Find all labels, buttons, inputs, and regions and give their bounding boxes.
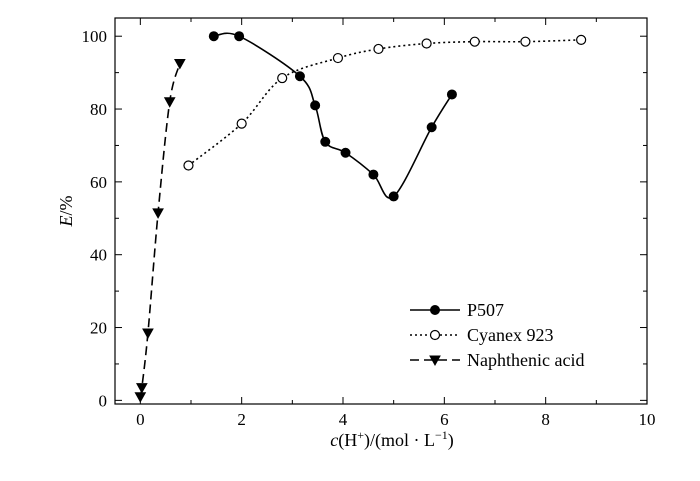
series-layer — [134, 31, 587, 403]
data-point — [234, 31, 245, 42]
legend-label: P507 — [467, 300, 504, 320]
data-point — [426, 122, 437, 133]
data-point — [421, 38, 432, 49]
data-point — [446, 89, 457, 100]
data-point — [163, 97, 176, 108]
x-tick-label: 6 — [440, 410, 449, 429]
data-point — [134, 392, 147, 403]
data-point — [469, 36, 480, 47]
data-point — [373, 43, 384, 55]
data-point — [520, 36, 531, 47]
x-tick-label: 0 — [136, 410, 145, 429]
x-tick-label: 2 — [237, 410, 246, 429]
x-axis-title: c(H+)/(mol · L−1) — [330, 428, 454, 451]
data-point — [310, 100, 321, 111]
series-line — [139, 63, 181, 397]
series-0 — [208, 31, 457, 202]
data-point — [340, 147, 351, 158]
plot-frame — [114, 17, 648, 405]
data-point — [576, 34, 587, 45]
x-tick-label: 8 — [541, 410, 550, 429]
legend: P507 Cyanex 923 Naphthenic acid — [410, 300, 584, 370]
data-point — [152, 208, 164, 219]
y-axis-unit: /% — [56, 195, 76, 215]
x-axis-title-open: (H — [338, 430, 357, 451]
y-tick-label: 0 — [99, 391, 108, 410]
data-point — [294, 71, 305, 82]
y-axis-title: E/% — [56, 195, 76, 227]
x-axis-title-sup: + — [357, 428, 364, 442]
data-point — [320, 136, 331, 147]
data-point — [142, 328, 154, 340]
y-tick-label: 20 — [90, 319, 107, 338]
data-point — [332, 52, 344, 64]
y-tick-label: 60 — [90, 173, 107, 192]
legend-marker — [429, 329, 441, 341]
data-point — [368, 169, 379, 180]
x-axis-variable: c — [330, 430, 338, 450]
series-2 — [134, 59, 186, 403]
x-axis-title-close: ) — [448, 430, 454, 451]
y-tick-label: 100 — [82, 27, 108, 46]
x-tick-label: 10 — [639, 410, 656, 429]
data-point — [236, 118, 247, 129]
data-point — [136, 383, 148, 394]
data-point — [388, 191, 399, 202]
y-tick-label: 40 — [90, 246, 107, 265]
series-1 — [183, 34, 587, 171]
legend-marker — [429, 355, 441, 367]
x-tick-label: 4 — [339, 410, 348, 429]
legend-marker — [430, 305, 440, 315]
series-line — [187, 39, 582, 167]
data-point — [174, 59, 186, 70]
legend-label: Naphthenic acid — [467, 350, 584, 370]
x-axis-title-sup2: −1 — [435, 428, 448, 442]
y-tick-label: 80 — [90, 100, 107, 119]
legend-label: Cyanex 923 — [467, 325, 553, 345]
data-point — [277, 72, 288, 84]
data-point — [208, 31, 219, 42]
x-axis-title-mid: )/(mol · L — [364, 430, 435, 451]
y-axis-variable: E — [56, 216, 76, 228]
series-line — [213, 32, 453, 199]
data-point — [183, 160, 194, 171]
